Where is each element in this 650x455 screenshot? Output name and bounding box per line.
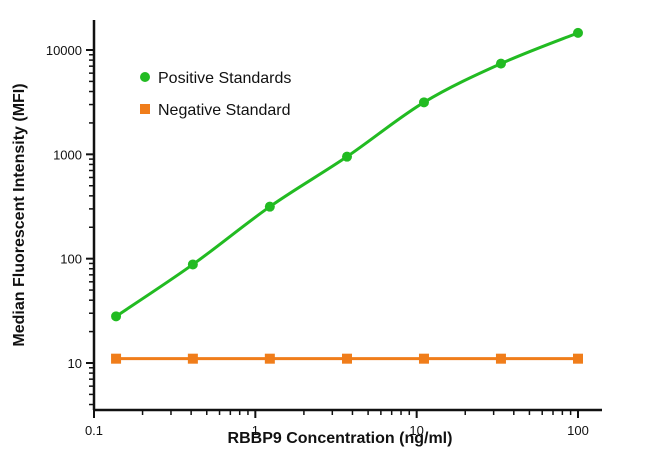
data-point (418, 97, 429, 108)
series-positive-standards (111, 27, 583, 322)
legend-item: Positive Standards (140, 70, 291, 87)
legend-label: Negative Standard (158, 102, 291, 119)
x-tick-label: 100 (567, 423, 589, 438)
data-point (573, 353, 583, 364)
data-point (495, 353, 506, 364)
legend-marker (140, 104, 150, 114)
x-tick-label: 0.1 (85, 423, 103, 438)
data-point (418, 353, 429, 364)
y-tick-label: 10 (68, 356, 82, 371)
legend-item: Negative Standard (140, 102, 291, 119)
series-layer (111, 27, 583, 364)
legend: Positive Standards Negative Standard (140, 70, 291, 119)
data-point (111, 311, 122, 322)
legend-label: Positive Standards (158, 70, 291, 87)
y-axis-title: Median Fluorescent Intensity (MFI) (11, 83, 28, 346)
data-point (264, 353, 275, 364)
series-negative-standard (111, 353, 583, 364)
legend-marker (140, 72, 150, 82)
data-point (573, 27, 583, 38)
y-tick-label: 1000 (53, 147, 82, 162)
data-point (187, 259, 198, 270)
data-point (264, 201, 275, 212)
x-axis-ticks: 0.1 1 10 100 (85, 410, 589, 438)
x-axis-title: RBBP9 Concentration (ng/ml) (228, 430, 453, 447)
y-tick-label: 10000 (46, 43, 82, 58)
data-point (342, 353, 353, 364)
x-tick-label: 10 (409, 423, 423, 438)
axes (92, 20, 602, 412)
y-axis-ticks: 10 100 1000 10000 (46, 43, 94, 406)
data-point (342, 151, 353, 162)
data-point (187, 353, 198, 364)
data-point (111, 353, 122, 364)
x-tick-label: 1 (252, 423, 259, 438)
y-tick-label: 100 (60, 252, 82, 267)
data-point (495, 58, 506, 69)
